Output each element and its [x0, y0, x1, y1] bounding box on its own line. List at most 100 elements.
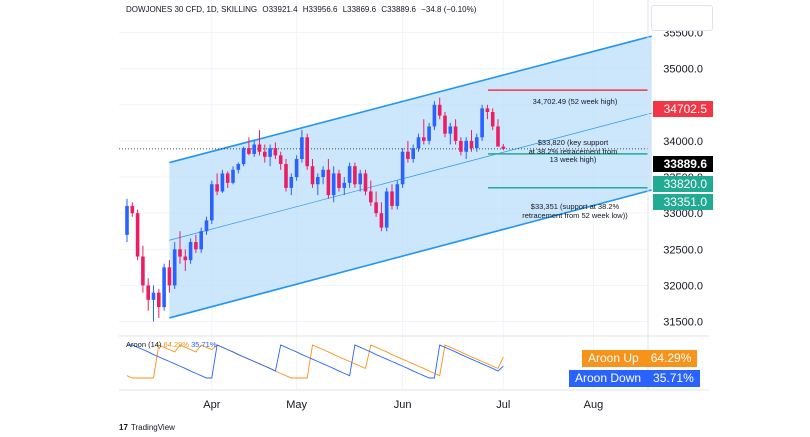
aroon-up-label: Aroon Up [588, 351, 639, 365]
candle-body [300, 137, 304, 159]
channel-mid-line [169, 112, 652, 241]
candle-body [178, 249, 182, 257]
candle-body [490, 112, 495, 127]
candle-body [427, 126, 431, 141]
annotation-52-week-high: 34,702.49 (52 week high) [532, 97, 618, 106]
x-tick-label: Apr [203, 399, 220, 411]
candle-body [363, 173, 368, 192]
candle-body [273, 148, 278, 156]
x-axis-ticks: Apr May Jun Jul Aug [203, 399, 603, 411]
candle-body [146, 285, 150, 300]
top-right-box[interactable] [651, 5, 713, 31]
candle-body [353, 166, 357, 185]
y-tick-label: 32000.0 [663, 280, 703, 292]
aroon-down-value: 35.71% [653, 371, 694, 385]
candle-body [422, 137, 426, 141]
candle-body [151, 292, 156, 300]
aroon-down-label: Aroon Down [575, 371, 642, 385]
high-value: H33956.6 [302, 5, 338, 14]
close-value: C33889.6 [381, 5, 416, 14]
candle-body [204, 220, 209, 232]
x-tick-label: May [286, 399, 307, 411]
candle-body [263, 151, 267, 157]
candle-body [231, 169, 235, 183]
aroon-legend: Aroon (14) 64.29% 35.71% [126, 340, 217, 349]
channel [169, 35, 652, 319]
candle-body [294, 158, 299, 178]
candle-body [480, 108, 484, 138]
annotation-key-support: $33,820 (key support at 38.2% retracemen… [528, 138, 618, 164]
candle-body [453, 126, 458, 141]
candle-body [406, 151, 410, 159]
tradingview-text: TradingView [130, 423, 175, 432]
candle-body [432, 104, 437, 127]
aroon-up-line [126, 344, 504, 379]
candle-body [268, 148, 272, 157]
candle-body [379, 213, 384, 228]
candle-body [485, 108, 490, 112]
candle-body [241, 148, 246, 165]
aroon-panel [126, 344, 504, 379]
candle-body [469, 140, 474, 149]
aroon-down-legend-value: 35.71% [191, 340, 217, 349]
candle-body [331, 173, 336, 196]
candle-body [448, 126, 453, 134]
candle-body [395, 184, 400, 206]
candle-body [289, 177, 294, 188]
candle-body [135, 213, 140, 257]
candle-body [475, 137, 479, 149]
aroon-down-line [127, 344, 504, 379]
candle-body [459, 140, 463, 152]
candle-body [167, 267, 172, 286]
candle-body [411, 148, 415, 159]
candle-body [400, 151, 405, 185]
aroon-up-legend-value: 64.29% [163, 340, 189, 349]
change-value: −34.8 (−0.10%) [421, 5, 477, 14]
candle-body [247, 148, 251, 154]
candle-body [130, 205, 135, 214]
aroon-up-badge: Aroon Up 64.29% [582, 350, 698, 367]
y-tick-label: 33000.0 [663, 208, 703, 220]
y-tick-label: 31500.0 [663, 317, 703, 329]
candle-body [310, 166, 315, 185]
price-badge-support-low: 33351.0 [653, 194, 713, 210]
candle-body [416, 137, 421, 149]
candle-body [172, 249, 177, 286]
symbol-header: DOWJONES 30 CFD, 1D, SKILLING O33921.4 H… [126, 5, 479, 14]
candle-body [369, 191, 373, 203]
candle-body [199, 231, 203, 250]
aroon-title: Aroon (14) [126, 340, 162, 349]
x-tick-label: Jun [394, 399, 412, 411]
candle-body [252, 144, 256, 154]
candle-body [358, 173, 362, 185]
annotation-support-low: $33,351 (support at 38.2% retracement fr… [522, 202, 628, 220]
candle-body [374, 202, 378, 214]
candle-body [321, 169, 325, 178]
price-badge-high52: 34702.5 [653, 101, 713, 117]
candle-body [157, 292, 161, 308]
channel-lower-line [169, 189, 652, 319]
price-levels [119, 89, 648, 189]
candle-body [316, 177, 320, 185]
price-badge-last: 33889.6 [653, 156, 713, 172]
symbol-name[interactable]: DOWJONES 30 CFD, 1D, SKILLING [126, 5, 258, 14]
tradingview-logo[interactable]: 17 TradingView [119, 423, 175, 432]
candle-body [390, 191, 394, 206]
y-tick-label: 34000.0 [663, 136, 703, 148]
candle-body [220, 173, 225, 192]
candle-body [347, 166, 352, 183]
candles [125, 97, 506, 322]
candle-body [125, 205, 129, 235]
candle-body [225, 173, 230, 183]
candle-body [215, 184, 219, 192]
candle-body [141, 256, 145, 286]
price-badge-support-key: 33820.0 [653, 176, 713, 192]
x-tick-label: Jul [496, 399, 510, 411]
candle-body [501, 146, 506, 149]
candle-body [337, 173, 341, 188]
candle-body [210, 184, 214, 221]
candle-body [257, 144, 262, 152]
candle-body [464, 140, 468, 152]
candle-body [437, 104, 442, 116]
